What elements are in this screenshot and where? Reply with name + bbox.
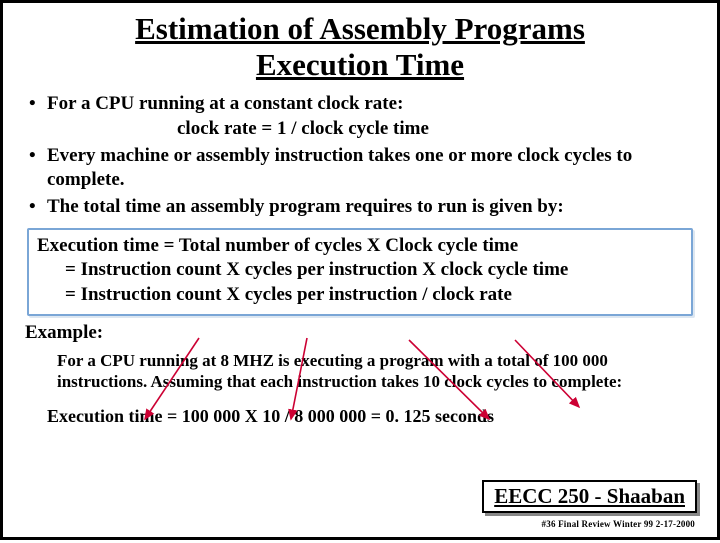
bullet-2: Every machine or assembly instruction ta… [25,144,695,193]
formula-line-3: = Instruction count X cycles per instruc… [37,283,683,308]
footer-small-text: #36 Final Review Winter 99 2-17-2000 [542,519,695,529]
bullet-3: The total time an assembly program requi… [25,195,695,220]
example-label: Example: [25,322,695,344]
title-line-1: Estimation of Assembly Programs [135,11,585,46]
example-body: For a CPU running at 8 MHZ is executing … [57,350,685,393]
bullet-1: For a CPU running at a constant clock ra… [25,92,695,141]
bullet-1-text: For a CPU running at a constant clock ra… [47,93,403,114]
bullet-list: For a CPU running at a constant clock ra… [25,92,695,219]
example-final: Execution time = 100 000 X 10 / 8 000 00… [47,406,685,427]
bullet-3-text: The total time an assembly program requi… [47,196,564,217]
formula-line-2: = Instruction count X cycles per instruc… [37,258,683,283]
footer-credit-box: EECC 250 - Shaaban [482,480,697,513]
slide-frame: Estimation of Assembly Programs Executio… [0,0,720,540]
formula-line-1: Execution time = Total number of cycles … [37,234,683,259]
slide-title: Estimation of Assembly Programs Executio… [25,11,695,82]
title-line-2: Execution Time [256,47,464,82]
formula-box: Execution time = Total number of cycles … [27,228,693,316]
bullet-1-formula: clock rate = 1 / clock cycle time [47,117,695,142]
bullet-2-text: Every machine or assembly instruction ta… [47,145,632,191]
